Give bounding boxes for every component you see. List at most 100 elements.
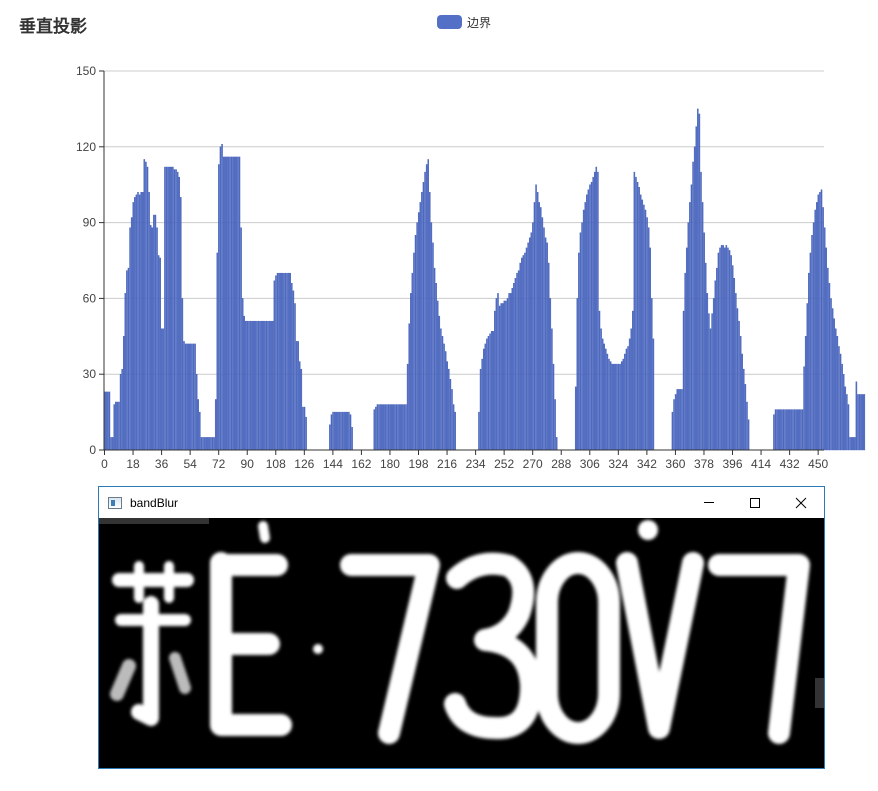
- bar: [232, 156, 234, 451]
- bar: [540, 207, 542, 451]
- legend-item[interactable]: 边界: [437, 15, 491, 30]
- bar: [776, 409, 778, 451]
- minimize-icon: [704, 502, 714, 503]
- bar: [812, 222, 815, 451]
- bar: [176, 171, 179, 451]
- x-tick-label: 108: [266, 457, 286, 471]
- bar: [273, 280, 276, 451]
- bar: [548, 262, 550, 451]
- bar: [784, 409, 786, 451]
- bar: [127, 267, 130, 451]
- x-tick-label: 270: [523, 457, 543, 471]
- bar: [649, 247, 651, 451]
- bar: [682, 310, 685, 451]
- bar: [777, 409, 780, 451]
- bar: [448, 368, 450, 451]
- bar: [796, 409, 799, 451]
- bar: [716, 267, 718, 451]
- bar: [586, 194, 588, 451]
- bar: [693, 146, 696, 451]
- bar: [408, 323, 410, 451]
- bar: [524, 252, 526, 451]
- bar: [862, 394, 864, 451]
- y-tick-label: 30: [83, 367, 97, 381]
- bar: [343, 411, 345, 451]
- bar: [283, 272, 285, 451]
- bar: [145, 161, 147, 451]
- bar: [857, 394, 859, 451]
- bar: [593, 171, 596, 451]
- bar: [633, 171, 636, 451]
- bar: [497, 293, 499, 451]
- bar: [235, 156, 238, 451]
- bar: [289, 272, 291, 451]
- bar: [800, 409, 802, 451]
- x-tick-label: 432: [780, 457, 800, 471]
- bar: [451, 389, 453, 451]
- bar: [121, 368, 123, 451]
- bar: [692, 161, 694, 451]
- bar: [170, 166, 173, 451]
- close-button[interactable]: [778, 487, 824, 518]
- bar: [616, 363, 618, 451]
- bar: [226, 156, 228, 451]
- bar: [595, 166, 598, 451]
- bar: [544, 237, 547, 451]
- bar: [811, 235, 813, 451]
- bar: [394, 404, 396, 451]
- bar: [538, 202, 540, 451]
- bar: [711, 313, 713, 451]
- minimize-button[interactable]: [686, 487, 732, 518]
- bar: [498, 305, 501, 451]
- bar: [130, 217, 133, 451]
- bar: [555, 437, 558, 451]
- bar: [332, 411, 334, 451]
- bar: [490, 331, 493, 451]
- bar: [486, 338, 488, 451]
- bar: [413, 252, 415, 451]
- bar: [511, 288, 514, 451]
- axes: [99, 70, 824, 455]
- bar: [410, 293, 412, 451]
- bar: [717, 252, 720, 451]
- bar: [222, 156, 225, 451]
- bar: [115, 401, 117, 451]
- bar: [153, 214, 155, 451]
- bar: [684, 272, 686, 451]
- bar: [639, 194, 642, 451]
- x-tick-label: 288: [551, 457, 571, 471]
- bar: [714, 280, 717, 451]
- bar: [151, 227, 154, 451]
- x-tick-label: 0: [101, 457, 108, 471]
- bar: [211, 437, 214, 451]
- bar: [489, 333, 491, 451]
- bar: [552, 363, 555, 451]
- bar: [814, 209, 816, 451]
- x-tick-label: 324: [608, 457, 628, 471]
- bar: [291, 283, 293, 451]
- y-tick-label: 0: [89, 443, 96, 457]
- maximize-icon: [750, 498, 760, 508]
- bar: [157, 255, 160, 451]
- bar: [495, 298, 498, 451]
- bar: [481, 358, 483, 451]
- bar: [597, 171, 599, 451]
- bar: [582, 209, 585, 451]
- bar: [613, 363, 615, 451]
- bar: [351, 427, 353, 451]
- maximize-button[interactable]: [732, 487, 778, 518]
- x-tick-label: 180: [380, 457, 400, 471]
- bar: [303, 406, 306, 451]
- bar: [522, 255, 525, 451]
- window-titlebar[interactable]: bandBlur: [99, 487, 824, 518]
- plate-glyphs: [99, 518, 824, 744]
- bar: [738, 320, 740, 451]
- bar: [148, 192, 150, 451]
- bar: [528, 237, 531, 451]
- bar: [508, 293, 510, 451]
- bar-chart: 0 30 60 90 120 150 0 18 36 54 72 90 108 126 144 162 180…: [76, 64, 866, 471]
- bar: [554, 399, 556, 451]
- bar: [551, 328, 553, 451]
- bar: [838, 346, 840, 451]
- bar: [116, 401, 119, 451]
